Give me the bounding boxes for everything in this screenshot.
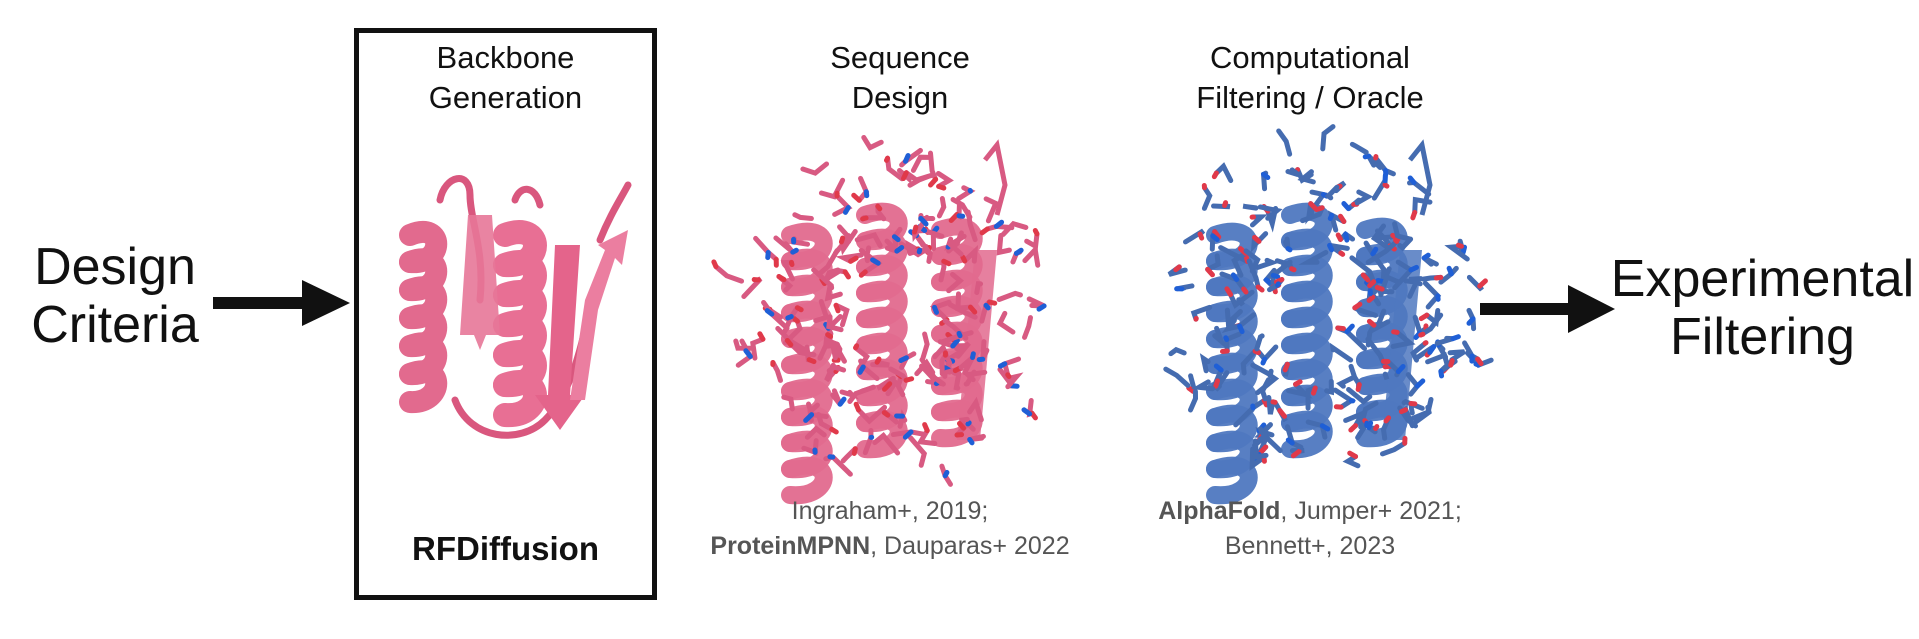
protein-backbone-icon xyxy=(399,175,632,439)
arrow-right-icon xyxy=(1480,285,1615,333)
backbone-stage-box xyxy=(354,28,657,600)
oracle-citation: AlphaFold, Jumper+ 2021; Bennett+, 2023 xyxy=(1100,494,1520,564)
sequence-title-line1: Sequence xyxy=(830,40,970,75)
protein-sidechain-icon xyxy=(711,134,1047,505)
sequence-title-line2: Design xyxy=(851,80,949,115)
sequence-cite-line1: Ingraham+, 2019; xyxy=(791,497,989,525)
experimental-line2: Filtering xyxy=(1670,308,1855,366)
oracle-stage-title: Computational Filtering / Oracle xyxy=(1120,38,1500,118)
experimental-filtering-label: Experimental Filtering xyxy=(1610,250,1915,366)
backbone-stage-title: Backbone Generation xyxy=(354,38,657,118)
experimental-line1: Experimental xyxy=(1610,250,1915,308)
oracle-title-line2: Filtering / Oracle xyxy=(1196,80,1424,115)
design-criteria-label: Design Criteria xyxy=(10,238,220,354)
sequence-citation: Ingraham+, 2019; ProteinMPNN, Dauparas+ … xyxy=(660,494,1120,564)
oracle-cite-line1: AlphaFold, Jumper+ 2021; xyxy=(1100,494,1520,529)
design-criteria-line2: Criteria xyxy=(31,296,199,354)
design-criteria-line1: Design xyxy=(34,238,196,296)
proteinmpnn-label: ProteinMPNN xyxy=(710,532,871,560)
sequence-cite-rest: , Dauparas+ 2022 xyxy=(870,532,1070,560)
oracle-cite-rest: , Jumper+ 2021; xyxy=(1280,497,1462,525)
backbone-title-line2: Generation xyxy=(428,80,583,115)
alphafold-label: AlphaFold xyxy=(1158,497,1281,525)
arrow-right-icon xyxy=(213,280,350,326)
protein-sidechain-icon xyxy=(1163,124,1494,505)
sequence-stage-title: Sequence Design xyxy=(720,38,1080,118)
oracle-cite-line2: Bennett+, 2023 xyxy=(1224,532,1396,560)
oracle-title-line1: Computational xyxy=(1210,40,1410,75)
sequence-cite-line2: ProteinMPNN, Dauparas+ 2022 xyxy=(660,529,1120,564)
method-label: RFDiffusion xyxy=(412,530,599,567)
backbone-title-line1: Backbone xyxy=(436,40,575,75)
protein-backbone-icon xyxy=(460,215,628,430)
